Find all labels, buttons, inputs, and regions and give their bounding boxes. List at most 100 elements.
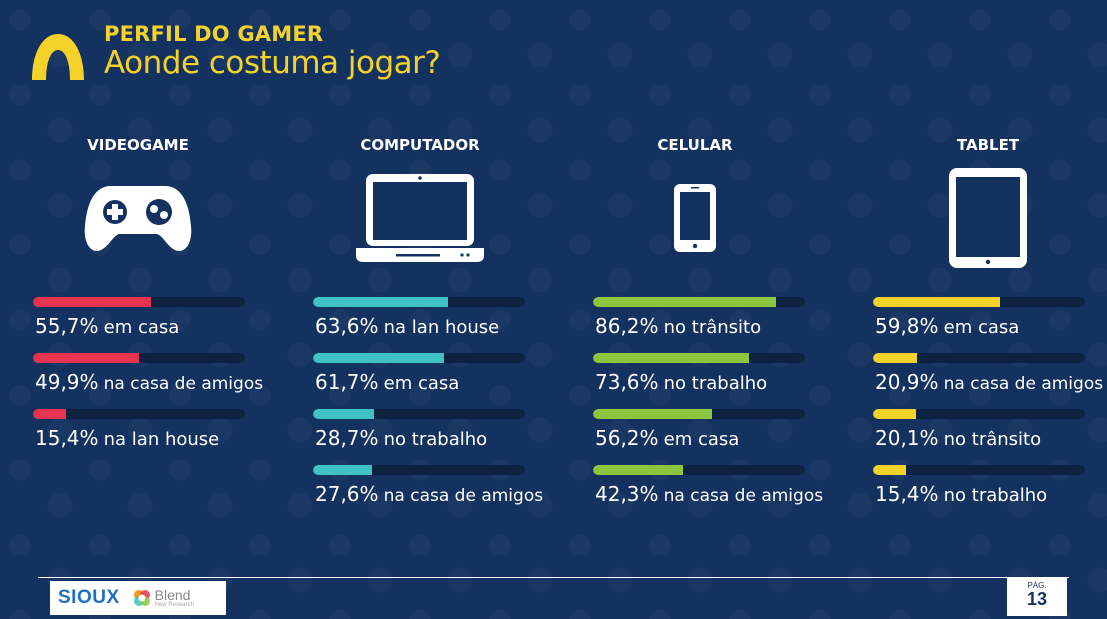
chart-title: COMPUTADOR bbox=[360, 136, 480, 154]
bar-track bbox=[33, 297, 245, 307]
blend-subtitle: New Research bbox=[154, 602, 194, 608]
bar-label: 55,7% em casa bbox=[35, 314, 179, 338]
bar-value-label: 55,7% bbox=[35, 314, 99, 338]
bar-track bbox=[593, 353, 805, 363]
bar-track bbox=[313, 409, 525, 419]
bar-category-label: em casa bbox=[663, 429, 740, 450]
bar-value-label: 15,4% bbox=[35, 426, 99, 450]
bar-label: 56,2% em casa bbox=[595, 426, 739, 450]
bar-label: 28,7% no trabalho bbox=[315, 426, 487, 450]
bar-value-label: 59,8% bbox=[875, 314, 939, 338]
bar-track bbox=[313, 353, 525, 363]
bar-category-label: na lan house bbox=[383, 317, 500, 338]
bar-category-label: no trabalho bbox=[663, 373, 768, 394]
bar-label: 20,1% no trânsito bbox=[875, 426, 1041, 450]
page-number-box: PÁG. 13 bbox=[1007, 578, 1067, 616]
blend-name: Blend bbox=[154, 587, 191, 603]
bar-fill bbox=[593, 353, 750, 363]
bar-value-label: 73,6% bbox=[595, 370, 659, 394]
bar-value-label: 28,7% bbox=[315, 426, 379, 450]
smartphone-icon bbox=[674, 184, 716, 252]
bar-label: 61,7% em casa bbox=[315, 370, 459, 394]
bar-value-label: 49,9% bbox=[35, 370, 99, 394]
page-label: PÁG. bbox=[1027, 581, 1047, 590]
bar-fill bbox=[873, 297, 1000, 307]
blend-mark-icon bbox=[133, 590, 150, 606]
bar-label: 42,3% na casa de amigos bbox=[595, 482, 823, 506]
bar-value-label: 56,2% bbox=[595, 426, 659, 450]
bar-fill bbox=[33, 409, 66, 419]
page-number: 13 bbox=[1026, 589, 1048, 609]
bar-fill bbox=[313, 353, 444, 363]
bar-label: 86,2% no trânsito bbox=[595, 314, 761, 338]
bar-label: 73,6% no trabalho bbox=[595, 370, 767, 394]
bar-value-label: 27,6% bbox=[315, 482, 379, 506]
chart-title: TABLET bbox=[956, 136, 1020, 154]
bar-label: 15,4% no trabalho bbox=[875, 482, 1047, 506]
chart-title: VIDEOGAME bbox=[87, 136, 189, 154]
bar-fill bbox=[873, 409, 916, 419]
bar-category-label: no trânsito bbox=[943, 429, 1042, 450]
bar-fill bbox=[33, 297, 152, 307]
blend-logo: Blend New Research bbox=[132, 588, 194, 608]
bar-category-label: em casa bbox=[383, 373, 460, 394]
chart-tablet: TABLET bbox=[873, 136, 1103, 278]
sioux-logo: SIOUX bbox=[58, 587, 120, 608]
page-title: Aonde costuma jogar? bbox=[104, 45, 441, 81]
bar-track bbox=[873, 465, 1085, 475]
bar-category-label: na casa de amigos bbox=[383, 486, 544, 506]
bar-category-label: na casa de amigos bbox=[943, 374, 1104, 394]
bar-value-label: 63,6% bbox=[315, 314, 379, 338]
footer-logos: SIOUX Blend New Research bbox=[50, 581, 226, 615]
bar-category-label: no trabalho bbox=[943, 485, 1048, 506]
bar-category-label: na lan house bbox=[103, 429, 220, 450]
bar-track bbox=[33, 409, 245, 419]
chart-videogame: VIDEOGAME bbox=[23, 136, 253, 278]
bar-label: 59,8% em casa bbox=[875, 314, 1019, 338]
header-kicker: PERFIL DO GAMER bbox=[104, 22, 324, 46]
bar-track bbox=[873, 353, 1085, 363]
tablet-icon bbox=[949, 168, 1027, 268]
footer-divider bbox=[38, 577, 1069, 578]
bar-fill bbox=[873, 465, 906, 475]
bar-track bbox=[593, 465, 805, 475]
bar-category-label: em casa bbox=[943, 317, 1020, 338]
bar-track bbox=[313, 297, 525, 307]
laptop-icon bbox=[356, 174, 484, 262]
bar-category-label: no trabalho bbox=[383, 429, 488, 450]
bar-track bbox=[873, 409, 1085, 419]
bar-label: 15,4% na lan house bbox=[35, 426, 219, 450]
bar-fill bbox=[313, 297, 448, 307]
bar-label: 49,9% na casa de amigos bbox=[35, 370, 263, 394]
gamepad-icon bbox=[84, 186, 192, 251]
bar-track bbox=[593, 409, 805, 419]
bar-value-label: 20,1% bbox=[875, 426, 939, 450]
bar-label: 20,9% na casa de amigos bbox=[875, 370, 1103, 394]
bar-value-label: 86,2% bbox=[595, 314, 659, 338]
bar-category-label: no trânsito bbox=[663, 317, 762, 338]
bar-value-label: 15,4% bbox=[875, 482, 939, 506]
bar-track bbox=[33, 353, 245, 363]
bar-label: 63,6% na lan house bbox=[315, 314, 499, 338]
bar-fill bbox=[313, 409, 374, 419]
bar-category-label: na casa de amigos bbox=[103, 374, 264, 394]
bar-value-label: 61,7% bbox=[315, 370, 379, 394]
bar-track bbox=[873, 297, 1085, 307]
bar-track bbox=[593, 297, 805, 307]
bar-fill bbox=[33, 353, 139, 363]
bar-value-label: 20,9% bbox=[875, 370, 939, 394]
bar-fill bbox=[873, 353, 918, 363]
bar-label: 27,6% na casa de amigos bbox=[315, 482, 543, 506]
bar-fill bbox=[313, 465, 372, 475]
chart-celular: CELULAR bbox=[580, 136, 810, 278]
bar-fill bbox=[593, 465, 683, 475]
bar-category-label: em casa bbox=[103, 317, 180, 338]
bar-category-label: na casa de amigos bbox=[663, 486, 824, 506]
bar-fill bbox=[593, 409, 713, 419]
bar-track bbox=[313, 465, 525, 475]
arch-logo-icon bbox=[32, 34, 84, 80]
bar-fill bbox=[593, 297, 776, 307]
chart-computador: COMPUTADOR bbox=[305, 136, 535, 278]
bar-value-label: 42,3% bbox=[595, 482, 659, 506]
